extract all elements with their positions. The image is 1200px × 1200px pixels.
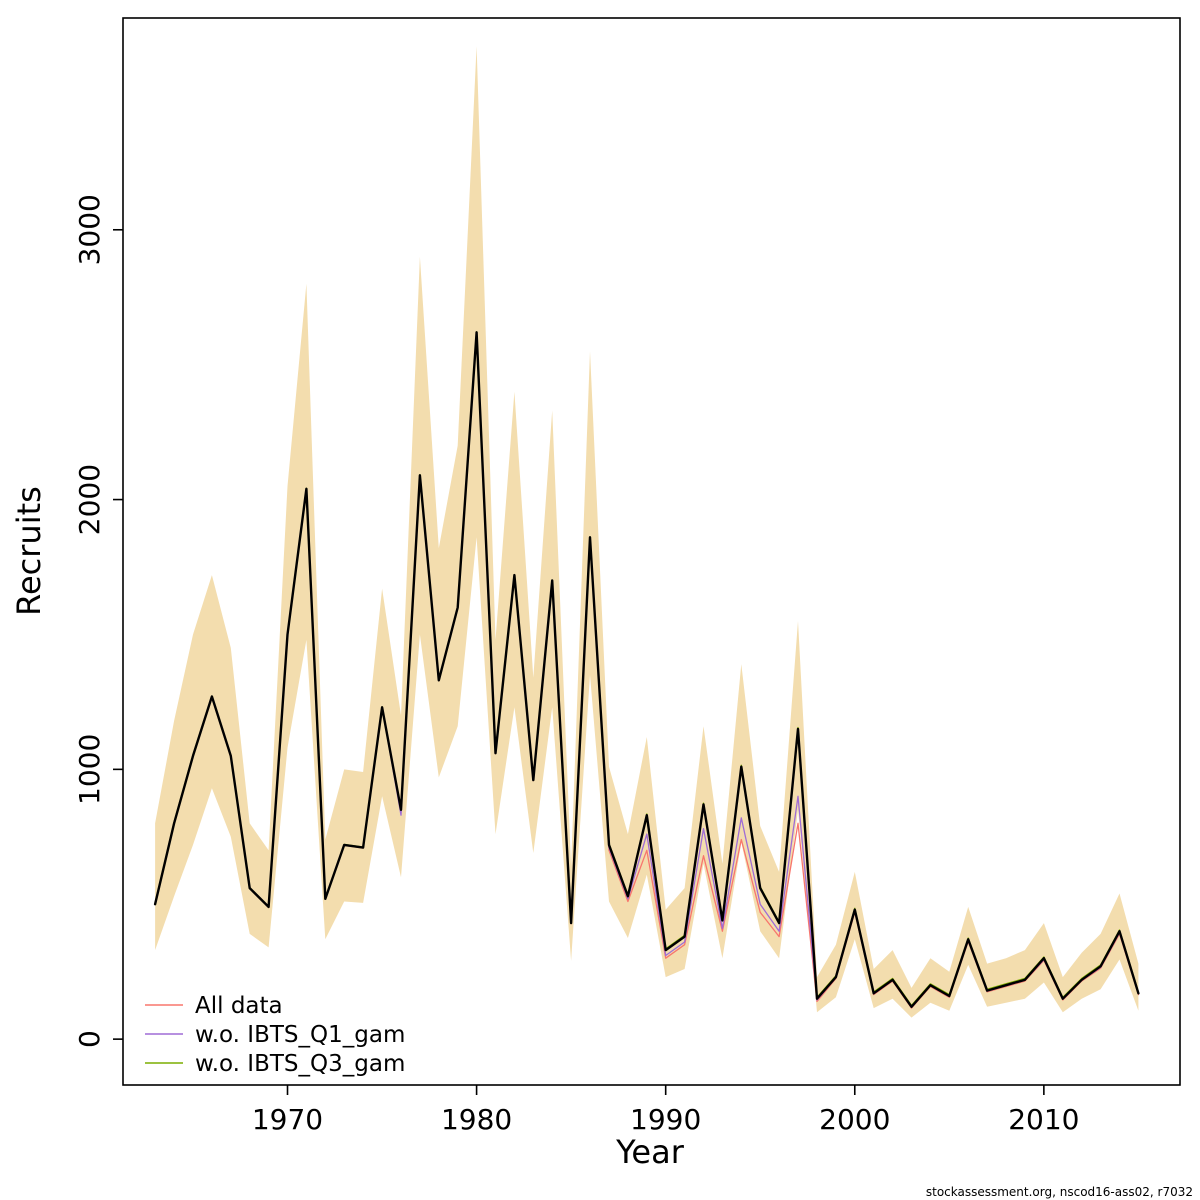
- x-tick-label: 1990: [630, 1103, 701, 1136]
- legend-label-w-o-ibts-q1-gam: w.o. IBTS_Q1_gam: [195, 1022, 405, 1048]
- legend-label-w-o-ibts-q3-gam: w.o. IBTS_Q3_gam: [195, 1051, 405, 1077]
- legend-label-all-data: All data: [195, 993, 283, 1019]
- y-tick-label: 1000: [73, 734, 106, 805]
- footer-credit: stockassessment.org, nscod16-ass02, r703…: [926, 1185, 1193, 1199]
- y-tick-label: 0: [73, 1030, 106, 1048]
- series-line-estimate: [153, 331, 1140, 1008]
- chart-layers: 1970 1980 1990 2000 2010 0 1000 2000 3000 All dat…: [73, 17, 1181, 1136]
- x-tick-label: 2010: [1008, 1103, 1079, 1136]
- confidence-band: [155, 46, 1139, 1018]
- y-tick-label: 3000: [73, 194, 106, 265]
- x-tick-label: 1980: [441, 1103, 512, 1136]
- x-tick-label: 1970: [252, 1103, 323, 1136]
- x-tick-label: 2000: [819, 1103, 890, 1136]
- y-tick-label: 2000: [73, 464, 106, 535]
- plot-border: [122, 17, 1181, 1086]
- x-axis-title: Year: [615, 1133, 685, 1171]
- y-axis-title: Recruits: [10, 486, 48, 616]
